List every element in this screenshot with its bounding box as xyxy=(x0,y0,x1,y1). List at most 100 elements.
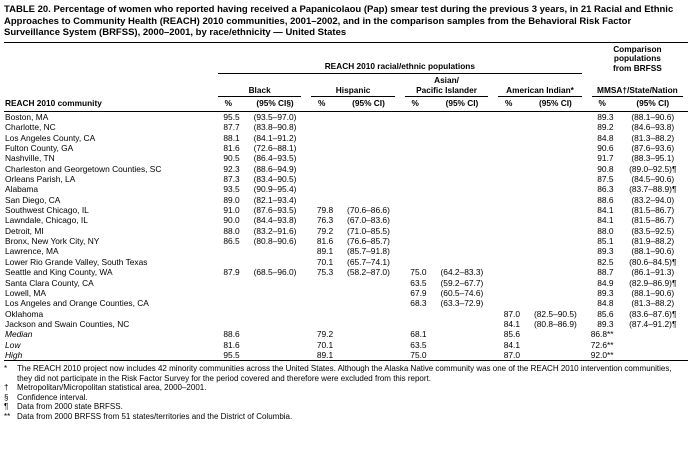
table-row: Los Angeles and Orange Counties, CA 68.3 (… xyxy=(4,298,688,308)
community-name: Bronx, New York City, NY xyxy=(5,236,100,247)
value-cell: 90.6 xyxy=(597,143,614,154)
community-name: San Diego, CA xyxy=(5,194,61,205)
value-cell xyxy=(493,195,524,205)
value-cell: (85.7–91.8) xyxy=(347,246,390,257)
value-cell: 75.3 xyxy=(316,267,334,278)
footnote-symbol: † xyxy=(4,383,9,393)
value-cell: 89.2 xyxy=(597,122,614,133)
value-cell xyxy=(400,164,431,174)
table-row: Bronx, New York City, NY 86.5 (80.8–90.6) 8… xyxy=(4,236,688,246)
value-cell xyxy=(524,184,587,194)
value-cell xyxy=(493,205,524,215)
value-cell xyxy=(431,205,494,215)
value-cell: 92.3 xyxy=(223,163,240,174)
col-group-asian-pacific-islander: Asian/ Pacific Islander xyxy=(400,74,493,98)
value-cell: 89.0 xyxy=(223,194,240,205)
community-name: High xyxy=(4,349,213,362)
value-cell xyxy=(244,288,307,298)
value-cell xyxy=(493,215,524,225)
footnote-symbol: ** xyxy=(4,411,11,421)
value-cell xyxy=(306,122,337,132)
value-cell: (87.4–91.2)¶ xyxy=(629,318,677,329)
col-group-asian-pacific-islander-label: Asian/ Pacific Islander xyxy=(404,74,489,98)
community-name: Fulton County, GA xyxy=(5,143,74,154)
value-cell: 79.2 xyxy=(316,329,334,340)
col-group-american-indian: American Indian* xyxy=(493,74,587,98)
table-row: Charleston and Georgetown Counties, SC 92… xyxy=(4,164,688,174)
community-name: Los Angeles and Orange Counties, CA xyxy=(5,298,149,309)
value-cell xyxy=(493,226,524,236)
value-cell: (88.3–95.1) xyxy=(631,153,675,164)
value-cell: 89.3 xyxy=(597,246,614,257)
value-cell: 81.6 xyxy=(316,236,334,247)
value-cell xyxy=(493,143,524,153)
value-cell: (81.3–88.2) xyxy=(631,298,675,309)
value-cell: (84.1–91.2) xyxy=(253,132,297,143)
value-cell: 84.8 xyxy=(597,298,614,309)
value-cell xyxy=(244,257,307,267)
value-cell: (76.6–85.7) xyxy=(347,236,390,247)
value-cell: 72.6** xyxy=(590,339,614,350)
value-cell: 88.0 xyxy=(223,225,240,236)
value-cell xyxy=(431,112,494,123)
value-cell: (81.5–86.7) xyxy=(631,205,675,216)
value-cell: 91.7 xyxy=(597,153,614,164)
value-cell xyxy=(493,122,524,132)
value-cell: (88.1–90.6) xyxy=(631,287,675,298)
summary-row: Median 88.6 79.2 68.1 85.6 86.8** xyxy=(4,329,688,339)
value-cell: 87.0 xyxy=(493,349,525,362)
value-cell xyxy=(213,309,244,319)
value-cell xyxy=(337,288,400,298)
value-cell: 63.5 xyxy=(410,339,427,350)
value-cell: 86.3 xyxy=(597,184,614,195)
table-row: Alabama 93.5 (90.9–95.4) 86.3 (83.7–88.9)¶ xyxy=(4,184,688,194)
footnote-symbol: * xyxy=(4,364,8,374)
value-cell xyxy=(524,215,587,225)
community-name: Lawndale, Chicago, IL xyxy=(5,215,88,226)
community-name: Alabama xyxy=(5,184,39,195)
table-row: Nashville, TN 90.5 (86.4–93.5) 91.7 (88.3–95… xyxy=(4,153,688,163)
american-indian-ci-header: (95% CI) xyxy=(524,97,587,113)
value-cell: 75.0 xyxy=(410,267,427,278)
black-pct-header: % xyxy=(212,97,244,113)
value-cell xyxy=(337,349,400,362)
value-cell xyxy=(493,246,524,256)
value-cell: 84.8 xyxy=(597,132,614,143)
value-cell: 89.1 xyxy=(316,246,334,257)
value-cell xyxy=(244,298,307,308)
value-cell: (86.4–93.5) xyxy=(253,153,297,164)
value-cell xyxy=(244,246,307,256)
value-cell: 84.1 xyxy=(503,339,521,350)
value-cell: (81.3–88.2) xyxy=(631,132,675,143)
value-cell: 87.9 xyxy=(223,267,240,278)
value-cell: (71.0–85.5) xyxy=(347,225,390,236)
value-cell xyxy=(524,236,587,246)
footnote: ¶ Data from 2000 state BRFSS. xyxy=(4,402,688,412)
value-cell: (87.6–93.5) xyxy=(253,205,297,216)
value-cell: 89.3 xyxy=(597,112,614,122)
community-name: Jackson and Swain Counties, NC xyxy=(5,318,130,329)
value-cell xyxy=(400,309,431,319)
value-cell: 84.1 xyxy=(597,215,614,226)
community-name: Orleans Parish, LA xyxy=(5,174,76,185)
footnote-text: The REACH 2010 project now includes 42 m… xyxy=(17,364,672,383)
value-cell xyxy=(431,309,494,319)
value-cell xyxy=(618,329,688,339)
table-row: Jackson and Swain Counties, NC 84.1 (80.8–… xyxy=(4,319,688,329)
value-cell xyxy=(400,319,431,329)
value-cell: 85.6 xyxy=(503,329,521,340)
value-cell xyxy=(244,309,307,319)
value-cell: (58.2–87.0) xyxy=(347,267,390,278)
value-cell: 82.5 xyxy=(597,256,614,267)
value-cell xyxy=(431,143,494,153)
value-cell xyxy=(493,278,524,288)
value-cell: (60.5–74.6) xyxy=(440,287,484,298)
value-cell xyxy=(337,184,400,194)
value-cell: 84.9 xyxy=(597,277,614,288)
community-name: Charlotte, NC xyxy=(5,122,56,133)
value-cell: 68.3 xyxy=(410,298,427,309)
table-row: Lawndale, Chicago, IL 90.0 (84.4–93.8) 76.3… xyxy=(4,215,688,225)
value-cell xyxy=(400,133,431,143)
table-row: Seattle and King County, WA 87.9 (68.5–96.… xyxy=(4,267,688,277)
value-cell xyxy=(431,226,494,236)
